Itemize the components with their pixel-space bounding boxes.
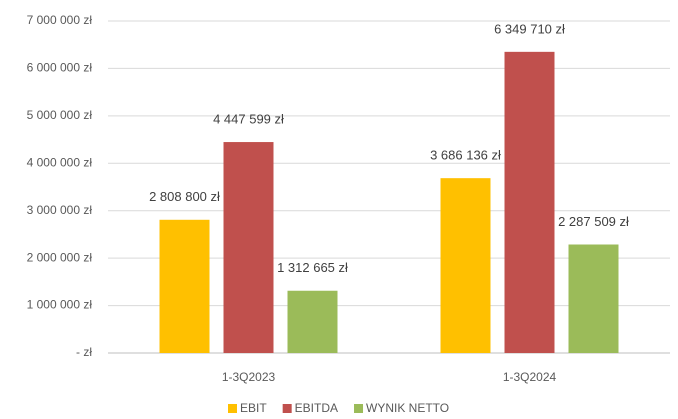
value-label: 4 447 599 zł <box>213 111 284 126</box>
legend-label: WYNIK NETTO <box>366 401 449 415</box>
x-tick-label: 1-3Q2023 <box>222 370 276 384</box>
legend-swatch <box>282 404 292 413</box>
legend-label: EBIT <box>240 401 267 415</box>
bar <box>568 244 619 353</box>
legend-swatch <box>228 404 237 413</box>
y-tick-label: 2 000 000 zł <box>27 250 93 264</box>
value-label: 1 312 665 zł <box>277 260 348 275</box>
bar <box>504 51 555 354</box>
y-tick-label: 6 000 000 zł <box>27 61 93 75</box>
bar <box>159 219 210 353</box>
y-tick-label: 4 000 000 zł <box>27 155 93 169</box>
y-tick-label: 7 000 000 zł <box>27 13 93 27</box>
x-tick-label: 1-3Q2024 <box>503 370 557 384</box>
y-tick-label: 3 000 000 zł <box>27 203 93 217</box>
y-tick-label: - zł <box>76 345 92 359</box>
legend-label: EBITDA <box>295 401 338 415</box>
value-label: 6 349 710 zł <box>494 21 565 36</box>
y-tick-label: 5 000 000 zł <box>27 108 93 122</box>
y-tick-label: 1 000 000 zł <box>27 298 93 312</box>
value-label: 3 686 136 zł <box>430 148 501 163</box>
legend-swatch <box>354 404 364 413</box>
bar <box>287 290 338 353</box>
value-label: 2 287 509 zł <box>558 214 629 229</box>
value-label: 2 808 800 zł <box>149 189 220 204</box>
bar <box>440 178 491 353</box>
bar <box>223 142 274 353</box>
